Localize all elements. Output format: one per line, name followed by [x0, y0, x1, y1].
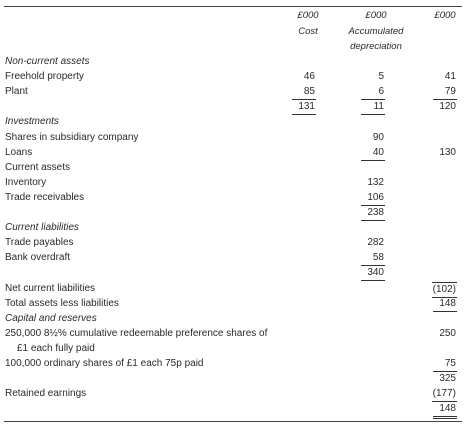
row-label: Freehold property: [5, 71, 84, 83]
amount: 79: [433, 85, 457, 101]
amount-cell: 131: [292, 100, 316, 116]
amount: 148: [433, 297, 457, 312]
amount-cell: 58: [361, 251, 385, 267]
amount-cell: 148: [433, 402, 457, 420]
amount: 132: [367, 176, 384, 188]
amount-cell: 120: [433, 100, 457, 114]
top-rule: [4, 6, 462, 7]
row-label: Total assets less liabilities: [5, 297, 119, 309]
amount: 46: [303, 71, 315, 83]
amount-cell: 5: [361, 70, 385, 84]
amount: 5: [378, 71, 384, 83]
amount-cell: 132: [361, 176, 385, 190]
amount: 40: [361, 146, 385, 161]
column-unit: £000: [434, 10, 456, 21]
amount-cell: 250: [433, 327, 457, 341]
amount: 120: [439, 101, 456, 113]
bottom-rule: [4, 421, 462, 422]
amount-cell: 46: [292, 70, 316, 84]
amount: 85: [292, 85, 316, 101]
row-label: Inventory: [5, 176, 47, 188]
column-header: £000: [425, 8, 465, 24]
amount-cell: 40: [361, 146, 385, 161]
amount: (102): [431, 281, 457, 298]
amount: 340: [361, 266, 385, 282]
amount: 106: [361, 191, 385, 206]
amount: 148: [433, 402, 457, 420]
amount-cell: 6: [361, 85, 385, 101]
amount: 282: [367, 237, 384, 249]
amount: 11: [361, 100, 385, 116]
amount-cell: (102): [431, 281, 457, 298]
row-label: £1 each fully paid: [17, 342, 95, 354]
amount-cell: 75: [433, 357, 457, 372]
amount: 131: [292, 100, 316, 116]
row-label: Loans: [5, 146, 33, 158]
row-label: Current assets: [5, 161, 71, 173]
row-label: Shares in subsidiary company: [5, 131, 139, 143]
amount: 238: [361, 206, 385, 221]
row-label: Trade payables: [5, 237, 74, 249]
row-label: 100,000 ordinary shares of £1 each 75p p…: [5, 358, 204, 369]
amount: 75: [433, 357, 457, 372]
amount: 58: [361, 251, 385, 267]
amount-cell: 41: [433, 70, 457, 84]
column-unit: £000: [365, 10, 387, 21]
amount-cell: 90: [361, 131, 385, 145]
amount-cell: 11: [361, 100, 385, 116]
amount: 250: [439, 327, 456, 339]
amount: 6: [361, 85, 385, 101]
amount: 90: [372, 131, 384, 143]
row-label: Current liabilities: [5, 222, 79, 234]
amount: 41: [444, 71, 456, 83]
amount: 325: [439, 373, 456, 385]
amount-cell: 85: [292, 85, 316, 101]
amount: (177): [431, 387, 457, 403]
amount-cell: 340: [361, 266, 385, 282]
row-label: Net current liabilities: [5, 282, 96, 294]
row-label: Plant: [5, 86, 28, 98]
amount-cell: 282: [361, 236, 385, 250]
row-label: Capital and reserves: [5, 312, 97, 324]
amount-cell: 148: [433, 297, 457, 312]
amount-cell: 325: [433, 372, 457, 386]
row-label: Trade receivables: [5, 191, 85, 203]
amount: 130: [439, 146, 456, 158]
amount-cell: 106: [361, 191, 385, 206]
row-label: Retained earnings: [5, 388, 87, 400]
row-label: Non-current assets: [5, 56, 90, 67]
column-label: Cost: [298, 25, 318, 37]
amount-cell: 238: [361, 206, 385, 221]
column-header: £000 Accumulated depreciation: [340, 8, 412, 55]
row-label: Bank overdraft: [5, 252, 71, 264]
amount-cell: 130: [433, 146, 457, 160]
column-label: Accumulated depreciation: [348, 25, 404, 53]
column-unit: £000: [297, 10, 319, 21]
amount-cell: (177): [431, 387, 457, 403]
column-header: £000 Cost: [283, 8, 333, 39]
amount-cell: 79: [433, 85, 457, 101]
row-label: 250,000 8½% cumulative redeemable prefer…: [5, 327, 268, 339]
row-label: Investments: [5, 116, 59, 128]
